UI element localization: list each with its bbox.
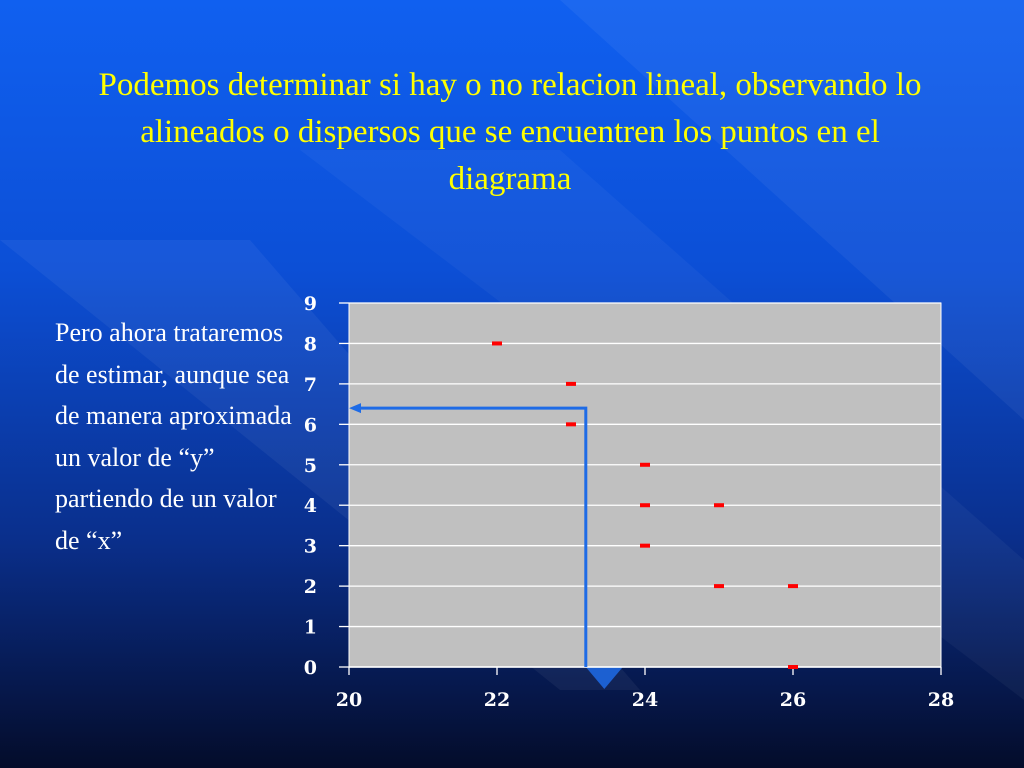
y-tick-label: 2 xyxy=(304,576,317,598)
x-tick-label: 22 xyxy=(484,689,510,711)
y-tick-label: 9 xyxy=(304,293,317,315)
data-point xyxy=(566,381,576,386)
estimation-arrowhead xyxy=(349,403,361,414)
y-tick-label: 1 xyxy=(304,617,317,639)
y-tick-label: 4 xyxy=(304,495,317,517)
plot-area xyxy=(348,302,942,668)
x-tick-label: 28 xyxy=(928,689,954,711)
data-point xyxy=(566,422,576,427)
data-point xyxy=(714,584,724,589)
data-point xyxy=(640,543,650,548)
data-point xyxy=(640,462,650,467)
x-tick-label: 20 xyxy=(336,689,362,711)
y-tick-label: 0 xyxy=(304,657,317,679)
y-tick-label: 5 xyxy=(304,455,317,477)
plot-shadow xyxy=(585,667,623,689)
data-point xyxy=(640,503,650,508)
data-point xyxy=(714,503,724,508)
data-point xyxy=(492,341,502,346)
estimation-guide-line xyxy=(355,406,588,667)
slide-title: Podemos determinar si hay o no relacion … xyxy=(98,67,922,197)
y-tick-label: 3 xyxy=(304,536,317,558)
x-tick-label: 24 xyxy=(632,689,658,711)
slide-body-text: Pero ahora trataremos de estimar, aunque… xyxy=(55,318,292,555)
data-point xyxy=(788,665,798,669)
y-tick-label: 8 xyxy=(304,333,317,355)
x-tick-label: 26 xyxy=(780,689,806,711)
data-point xyxy=(788,584,798,589)
y-tick-label: 6 xyxy=(304,414,317,436)
y-tick-label: 7 xyxy=(304,374,317,396)
